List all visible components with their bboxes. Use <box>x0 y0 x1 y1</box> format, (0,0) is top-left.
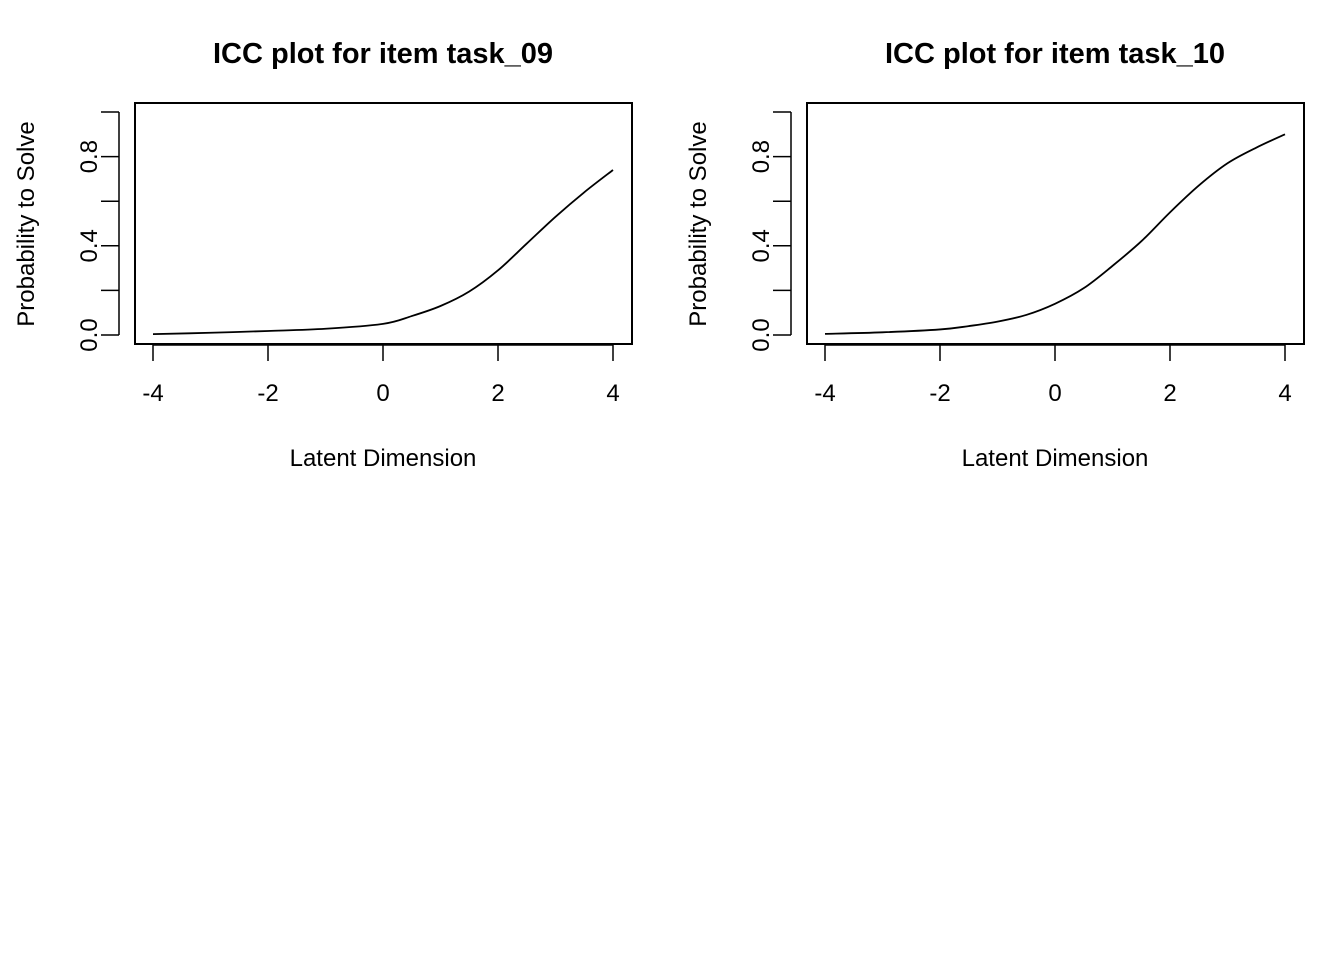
x-tick-label: -4 <box>814 380 835 407</box>
y-tick-label: 0.4 <box>76 229 103 262</box>
y-axis-label: Probability to Solve <box>13 121 40 326</box>
plot-frame <box>806 102 1305 345</box>
x-tick-label: -4 <box>142 380 163 407</box>
panel-task-10: ICC plot for item task_10 0.0 0.4 0.8 -4 -2… <box>685 38 1305 472</box>
y-tick-label: 0.8 <box>76 140 103 173</box>
panel-title: ICC plot for item task_09 <box>213 38 553 70</box>
plot-frame <box>134 102 633 345</box>
x-tick-label: 2 <box>1163 380 1176 407</box>
x-tick-label: 4 <box>606 380 619 407</box>
x-axis: -4 -2 0 2 4 <box>814 344 1292 407</box>
y-axis: 0.0 0.4 0.8 <box>76 111 120 352</box>
x-axis: -4 -2 0 2 4 <box>142 344 620 407</box>
icc-curve-task-09 <box>152 169 614 336</box>
x-tick-label: -2 <box>257 380 278 407</box>
y-tick-label: 0.8 <box>748 140 775 173</box>
y-axis: 0.0 0.4 0.8 <box>748 111 792 352</box>
y-tick-label: 0.0 <box>76 318 103 351</box>
x-axis-label: Latent Dimension <box>290 445 477 472</box>
x-tick-label: 0 <box>1048 380 1061 407</box>
icc-curve-task-10 <box>824 133 1286 335</box>
x-tick-label: 0 <box>376 380 389 407</box>
x-tick-label: 4 <box>1278 380 1291 407</box>
y-tick-label: 0.0 <box>748 318 775 351</box>
x-tick-label: -2 <box>929 380 950 407</box>
x-axis-label: Latent Dimension <box>962 445 1149 472</box>
y-axis-label: Probability to Solve <box>685 121 712 326</box>
panel-title: ICC plot for item task_10 <box>885 38 1225 70</box>
y-tick-label: 0.4 <box>748 229 775 262</box>
panel-task-09: ICC plot for item task_09 0.0 0.4 0.8 -4 -2… <box>13 38 633 472</box>
x-tick-label: 2 <box>491 380 504 407</box>
